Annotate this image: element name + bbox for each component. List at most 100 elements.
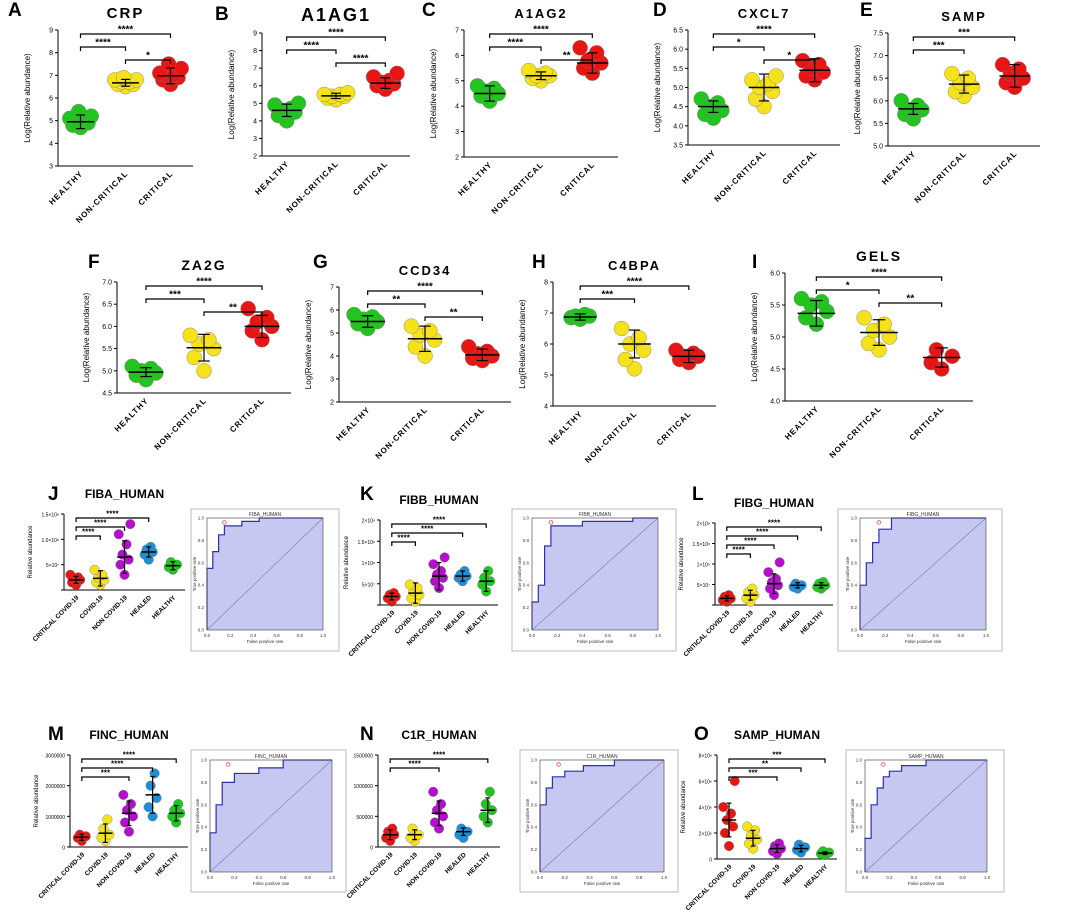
roc-plot-box	[864, 759, 988, 873]
panel-m-dotplot: M FINC_HUMAN 0 1000000 2000000 3000000 Relativ…	[34, 724, 188, 900]
data-point	[460, 339, 477, 355]
roc-x-axis-label: False positive rate	[247, 639, 284, 644]
significance-bracket	[81, 767, 154, 772]
significance-label: ****	[353, 54, 369, 65]
y-tick-label: 4	[49, 141, 53, 148]
panel-b-dotplot: B A1AG1 2 3 4 5 6 7 8 9 Log(Relative abundance) HEA…	[215, 4, 410, 215]
y-tick-label: 7	[330, 285, 334, 292]
panel-title: CXCL7	[738, 6, 791, 21]
data-point	[439, 552, 450, 563]
x-category-label: HEALTHY	[47, 169, 85, 207]
significance-bracket	[815, 276, 943, 281]
roc-y-tick-label: 1.0	[856, 758, 863, 763]
panel-label: L	[692, 484, 704, 505]
significance-label: ***	[101, 769, 111, 778]
y-axis-label: Log(Relative abundance)	[429, 48, 438, 138]
y-axis-label: Relative abundance	[681, 780, 687, 834]
significance-bracket	[540, 59, 593, 64]
x-category-label: CRITICAL	[228, 396, 266, 434]
data-point	[794, 52, 811, 69]
roc-x-tick-label: 0.0	[529, 633, 536, 638]
y-tick-label: 4.0	[673, 123, 683, 130]
x-category-label: NON-CRITICAL	[583, 409, 639, 465]
y-tick-label: 3.5	[673, 143, 683, 150]
y-axis-label: Log(Relative abundance)	[82, 292, 91, 382]
roc-x-tick-label: 0.6	[611, 875, 618, 880]
significance-label: ****	[421, 525, 434, 534]
significance-label: **	[450, 308, 458, 319]
y-axis-label: Log(Relative abundance)	[227, 49, 236, 139]
roc-y-axis-label: True positive rate	[525, 798, 530, 833]
y-tick-label: 7	[253, 66, 257, 73]
roc-y-axis-label: True positive rate	[845, 556, 850, 591]
significance-label: ****	[433, 751, 446, 760]
x-category-label: HEALTHY	[334, 405, 372, 443]
y-tick-label: 2	[455, 155, 459, 162]
roc-x-tick-label: 0.2	[554, 633, 561, 638]
significance-bracket	[424, 316, 483, 321]
panel-h-dotplot: H C4BPA 4 5 6 7 8 Log(Relative abundance) HEALTH…	[518, 252, 716, 465]
significance-bracket	[726, 526, 822, 531]
y-axis-label: Log(Relative abundance)	[853, 44, 862, 134]
x-category-label: HEALTHY	[456, 160, 494, 198]
panel-label: O	[694, 724, 709, 745]
significance-bracket	[203, 311, 263, 316]
data-point	[65, 569, 76, 580]
roc-optimal-point	[876, 520, 882, 525]
data-point	[726, 808, 737, 819]
significance-label: ****	[94, 519, 107, 528]
panel-title: FIBA_HUMAN	[85, 487, 164, 501]
x-category-label: CRITICAL COVID-19	[346, 851, 395, 900]
roc-x-tick-label: 0.0	[537, 875, 544, 880]
roc-y-tick-label: 0.0	[856, 870, 863, 875]
data-point	[774, 557, 785, 568]
y-tick-label: 4	[330, 354, 334, 361]
y-tick-label: 9	[49, 28, 53, 35]
roc-curve	[539, 759, 664, 872]
y-tick-label: 7	[455, 28, 459, 35]
panel-j-roc: FIBA_HUMAN 0.0 0.2 0.4 0.6 0.8 1.0 0.0 0.2 0.4 0.6…	[190, 508, 340, 652]
roc-x-tick-label: 0.4	[586, 875, 593, 880]
significance-label: ****	[328, 28, 344, 39]
data-point	[407, 823, 418, 834]
roc-diagonal	[864, 759, 988, 873]
roc-title: SAMP_HUMAN	[908, 754, 944, 760]
data-point	[290, 95, 307, 111]
y-axis-label: Relative abundance	[344, 535, 350, 589]
significance-label: ****	[408, 760, 421, 769]
roc-y-tick-label: 0.4	[851, 583, 858, 588]
x-category-label: HEALTHY	[799, 609, 826, 636]
significance-bracket	[367, 303, 426, 308]
significance-label: ***	[748, 769, 758, 778]
panel-title: FIBG_HUMAN	[734, 496, 814, 510]
significance-label: ****	[756, 528, 769, 537]
data-point	[728, 821, 739, 832]
y-tick-label: 2×10⁶	[699, 832, 712, 838]
significance-label: ****	[196, 277, 212, 288]
roc-x-tick-label: 1.0	[984, 875, 991, 880]
y-tick-label: 4.5	[673, 104, 683, 111]
y-tick-label: 4.5	[102, 391, 112, 398]
data-point	[123, 826, 134, 837]
roc-y-tick-label: 0.2	[198, 605, 205, 610]
roc-curve	[531, 517, 658, 630]
y-axis-label: Relative abundance	[679, 537, 685, 591]
roc-x-axis-label: False positive rate	[253, 881, 290, 886]
roc-x-tick-label: 0.8	[297, 633, 304, 638]
panel-label: N	[360, 724, 374, 745]
significance-bracket	[728, 776, 778, 781]
roc-x-tick-label: 0.8	[304, 875, 311, 880]
x-category-label: HEALED	[778, 609, 802, 633]
significance-bracket	[391, 541, 416, 546]
significance-label: ****	[768, 519, 781, 528]
roc-title: FIBA_HUMAN	[249, 512, 282, 518]
roc-title: FINC_HUMAN	[255, 754, 288, 760]
y-axis-label: Relative abundance	[34, 774, 40, 828]
significance-bracket	[124, 59, 172, 64]
y-tick-label: 6.0	[873, 98, 883, 105]
roc-x-tick-label: 1.0	[983, 633, 990, 638]
data-point	[693, 91, 709, 107]
y-tick-label: 4	[455, 104, 459, 111]
data-point	[469, 78, 486, 94]
